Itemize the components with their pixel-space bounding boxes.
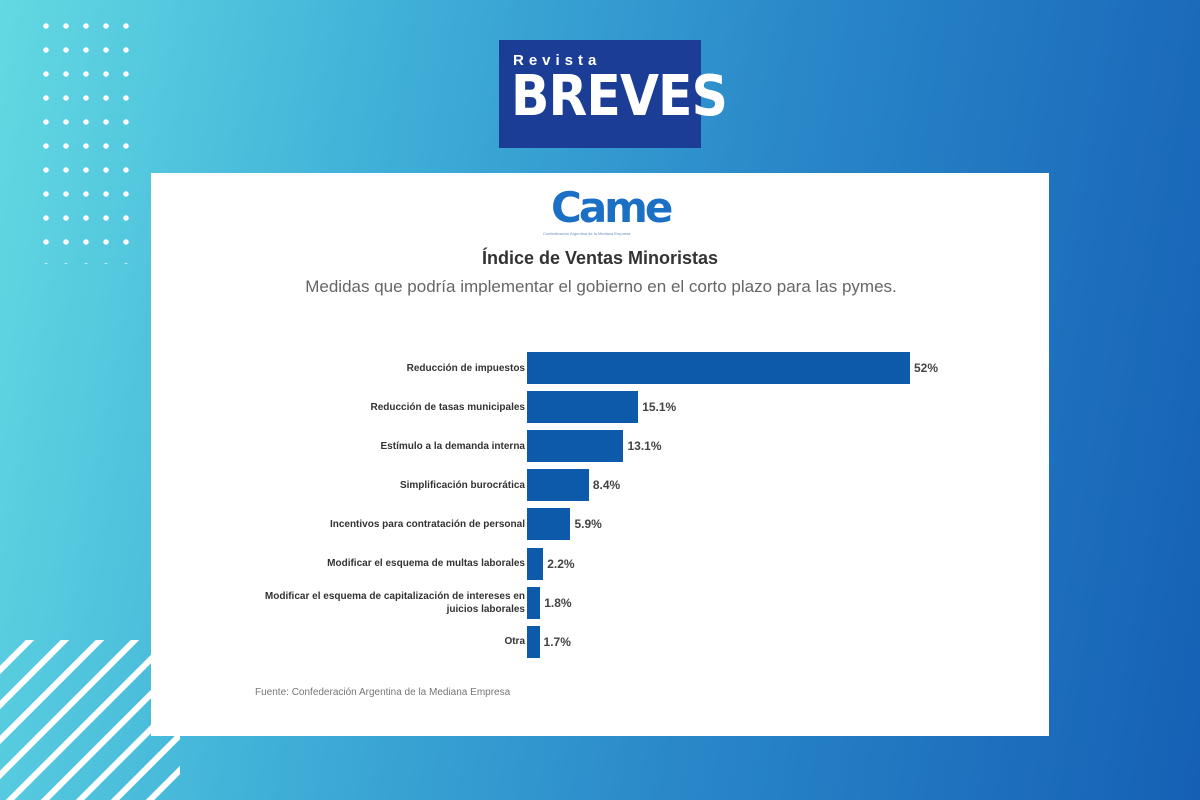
decorative-dot-grid (36, 14, 136, 264)
revista-breves-logo: Revista BREVES (499, 40, 728, 148)
category-label: Simplificación burocrática (399, 479, 525, 491)
data-label: 52% (914, 361, 939, 375)
data-label: 5.9% (574, 517, 602, 532)
logo-small-text: Revista (513, 52, 602, 69)
category-label: Reducción de tasas municipales (370, 401, 526, 413)
data-label: 15.1% (642, 400, 677, 415)
category-label: Reducción de impuestos (406, 362, 525, 374)
bar (527, 352, 910, 384)
category-label: Estímulo a la demanda interna (380, 440, 525, 452)
came-logo-text: Came (551, 183, 673, 232)
chart-source: Fuente: Confederación Argentina de la Me… (255, 687, 511, 698)
data-label: 1.8% (544, 595, 572, 610)
came-logo: Came Confederación Argentina de la Media… (543, 183, 673, 239)
bar (527, 547, 544, 580)
bar (527, 430, 624, 463)
data-label: 1.7% (543, 634, 571, 649)
bar (527, 625, 540, 658)
logo-big-text: BREVES (511, 64, 728, 129)
category-label: Otra (504, 636, 525, 648)
category-label: Modificar el esquema de capitalización d… (264, 590, 525, 615)
bar (527, 391, 639, 424)
bar (527, 469, 589, 502)
chart-subtitle: Medidas que podría implementar el gobier… (305, 277, 897, 296)
chart-title: Índice de Ventas Minoristas (481, 248, 719, 268)
chart-card: Came Confederación Argentina de la Media… (151, 173, 1049, 736)
data-label: 13.1% (627, 439, 662, 454)
category-label: Incentivos para contratación de personal (329, 518, 525, 530)
bar (527, 508, 571, 541)
category-label: Modificar el esquema de multas laborales (327, 558, 525, 569)
data-label: 8.4% (592, 478, 621, 493)
came-logo-tagline: Confederación Argentina de la Mediana Em… (543, 231, 631, 236)
bar (527, 586, 541, 619)
data-label: 2.2% (547, 556, 575, 571)
